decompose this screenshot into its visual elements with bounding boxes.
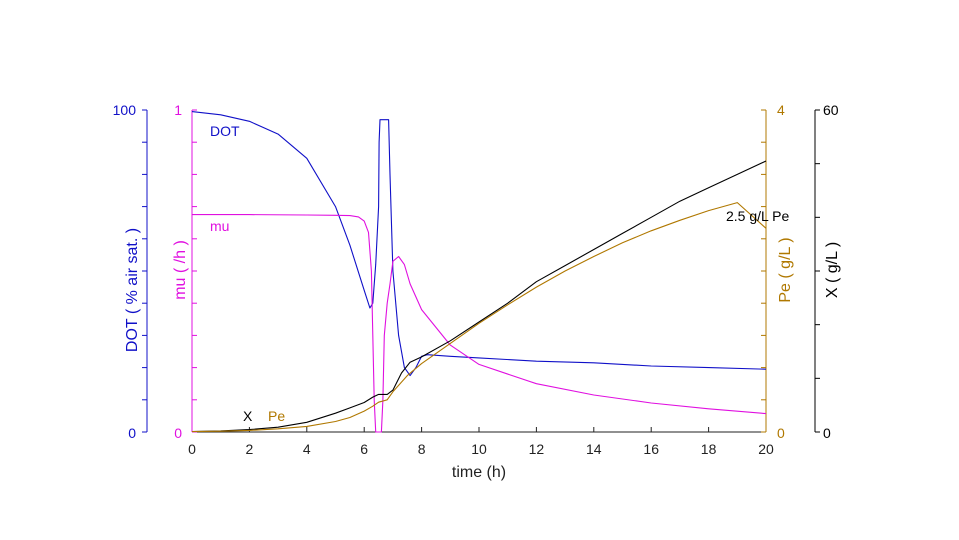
- x-biomass-axis-title: X ( g/L ): [824, 242, 841, 298]
- mu-series-label: mu: [210, 218, 229, 234]
- x-tick-label-16: 16: [643, 441, 659, 457]
- threshold-annotation: 2.5 g/L Pe: [726, 208, 790, 224]
- x-tick-label-4: 4: [303, 441, 311, 457]
- pe-tick-bottom: 0: [777, 425, 785, 441]
- series-line-pe: [191, 202, 767, 433]
- dot-tick-top: 100: [113, 102, 137, 118]
- x-tick-label-6: 6: [360, 441, 368, 457]
- x-biomass-tick-bottom: 0: [823, 425, 831, 441]
- mu-tick-bottom: 0: [174, 425, 182, 441]
- series-line-x: [191, 160, 767, 433]
- x-biomass-tick-top: 60: [823, 102, 839, 118]
- series-line-mu: [192, 214, 767, 433]
- mu-axis-title: mu ( /h ): [172, 240, 189, 300]
- x-tick-label-10: 10: [471, 441, 487, 457]
- x-tick-label-8: 8: [418, 441, 426, 457]
- x-axis-title: time (h): [452, 464, 506, 481]
- series-layer: [191, 111, 767, 433]
- x-tick-label-14: 14: [586, 441, 602, 457]
- x-tick-label-18: 18: [701, 441, 717, 457]
- mu-tick-top: 1: [174, 102, 182, 118]
- pe-tick-top: 4: [777, 102, 785, 118]
- x-series-label: X: [243, 408, 253, 424]
- axes-layer: 0 2 4 6 8 10 12 14 16 18 20: [142, 109, 820, 457]
- x-tick-label-20: 20: [758, 441, 774, 457]
- pe-series-label: Pe: [268, 408, 285, 424]
- dot-axis-title: DOT ( % air sat. ): [124, 228, 141, 352]
- dot-series-label: DOT: [210, 123, 240, 139]
- x-tick-label-0: 0: [188, 441, 196, 457]
- x-tick-label-2: 2: [246, 441, 254, 457]
- pe-axis-title: Pe ( g/L ): [777, 237, 794, 302]
- dot-tick-bottom: 0: [128, 425, 136, 441]
- series-line-dot: [191, 111, 767, 377]
- x-tick-label-12: 12: [529, 441, 545, 457]
- labels-layer: time (h) DOT ( % air sat. ) mu ( /h ) Pe…: [113, 102, 841, 481]
